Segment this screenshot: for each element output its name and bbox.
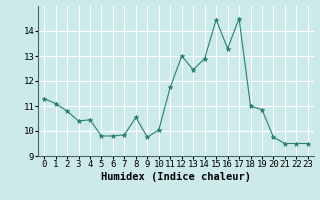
X-axis label: Humidex (Indice chaleur): Humidex (Indice chaleur): [101, 172, 251, 182]
